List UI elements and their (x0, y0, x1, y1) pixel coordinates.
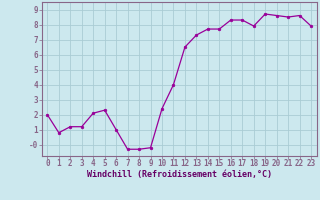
X-axis label: Windchill (Refroidissement éolien,°C): Windchill (Refroidissement éolien,°C) (87, 170, 272, 179)
